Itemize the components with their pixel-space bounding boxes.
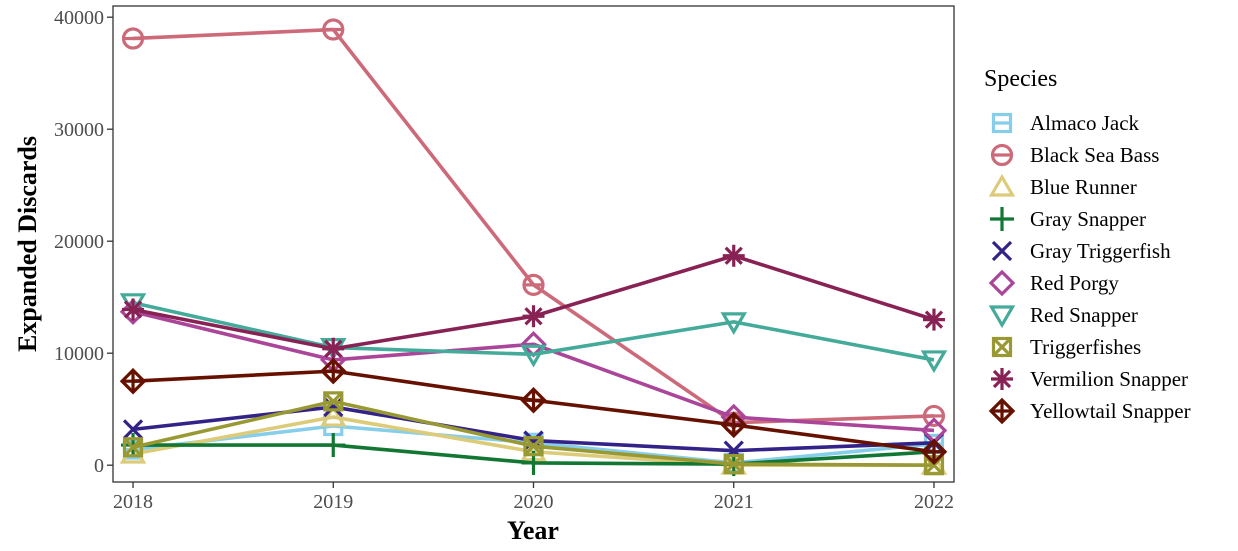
x-axis: 2018 2019 2020 2021 2022 — [113, 482, 954, 513]
series-red-snapper — [119, 293, 948, 374]
legend-key — [988, 269, 1016, 297]
x-tick-label: 2021 — [714, 491, 754, 513]
data-point — [523, 436, 544, 457]
y-axis-title: Expanded Discards — [13, 136, 42, 352]
legend-label: Black Sea Bass — [1030, 143, 1159, 167]
legend-item: Red Snapper — [988, 303, 1138, 329]
data-point — [723, 453, 744, 475]
legend-label: Vermilion Snapper — [1030, 367, 1188, 391]
legend-label: Triggerfishes — [1030, 335, 1141, 359]
legend-label: Red Snapper — [1030, 303, 1138, 327]
series-line — [132, 310, 935, 433]
legend-item: Red Porgy — [988, 269, 1119, 297]
y-axis: 0 10000 20000 30000 40000 — [54, 7, 113, 477]
data-point — [720, 411, 748, 439]
data-point — [122, 298, 145, 321]
data-point — [122, 437, 144, 458]
legend-item: Gray Snapper — [990, 207, 1146, 231]
data-point — [323, 391, 344, 412]
series-layer — [119, 18, 948, 477]
legend-key — [990, 207, 1014, 231]
data-point — [319, 357, 347, 385]
legend-key — [988, 305, 1016, 329]
legend-item: Blue Runner — [988, 173, 1137, 199]
data-point — [122, 419, 144, 440]
data-point — [319, 403, 347, 427]
y-tick-label: 20000 — [54, 231, 104, 253]
legend-label: Gray Triggerfish — [1030, 239, 1171, 263]
series-vermilion-snapper — [122, 244, 945, 360]
data-point — [322, 337, 345, 360]
legend-key — [991, 112, 1013, 134]
data-point — [520, 344, 547, 368]
data-point — [322, 18, 345, 41]
legend-label: Gray Snapper — [1030, 207, 1146, 231]
x-tick-label: 2019 — [313, 491, 353, 513]
data-point — [119, 367, 147, 395]
legend-key — [991, 240, 1013, 262]
data-point — [520, 386, 547, 414]
legend-key — [991, 336, 1013, 358]
data-point — [522, 273, 545, 296]
legend-item: Black Sea Bass — [990, 143, 1159, 167]
legend-item: Almaco Jack — [991, 111, 1140, 135]
y-tick-label: 0 — [94, 455, 104, 477]
y-tick-label: 10000 — [54, 343, 104, 365]
legend-label: Blue Runner — [1030, 175, 1137, 199]
x-tick-label: 2022 — [914, 491, 954, 513]
data-point — [922, 404, 946, 428]
y-tick-label: 30000 — [54, 119, 104, 141]
legend-item: Gray Triggerfish — [991, 239, 1171, 263]
data-point — [920, 350, 948, 374]
data-point — [722, 244, 745, 267]
legend-label: Yellowtail Snapper — [1030, 399, 1191, 423]
x-tick-label: 2020 — [514, 491, 554, 513]
x-tick-label: 2018 — [113, 491, 153, 513]
y-tick-label: 40000 — [54, 7, 104, 29]
series-yellowtail-snapper — [119, 357, 948, 466]
legend-label: Red Porgy — [1030, 271, 1119, 295]
legend-item: Triggerfishes — [991, 335, 1141, 359]
legend-item: Yellowtail Snapper — [988, 397, 1191, 425]
data-point — [522, 305, 545, 328]
data-point — [920, 438, 948, 466]
series-line — [132, 301, 935, 362]
legend-label: Almaco Jack — [1030, 111, 1140, 135]
legend-key — [991, 368, 1013, 390]
data-point — [922, 308, 945, 331]
legend-key — [990, 143, 1014, 167]
legend-item: Vermilion Snapper — [991, 367, 1188, 391]
legend: Species Almaco Jack Black Sea Bass Blue Ru… — [984, 66, 1191, 425]
legend-key — [988, 397, 1016, 425]
data-point — [720, 312, 748, 336]
legend-key — [988, 173, 1016, 197]
data-point — [121, 27, 145, 50]
data-point — [321, 433, 346, 458]
legend-title: Species — [984, 66, 1057, 92]
x-axis-title: Year — [507, 516, 559, 545]
